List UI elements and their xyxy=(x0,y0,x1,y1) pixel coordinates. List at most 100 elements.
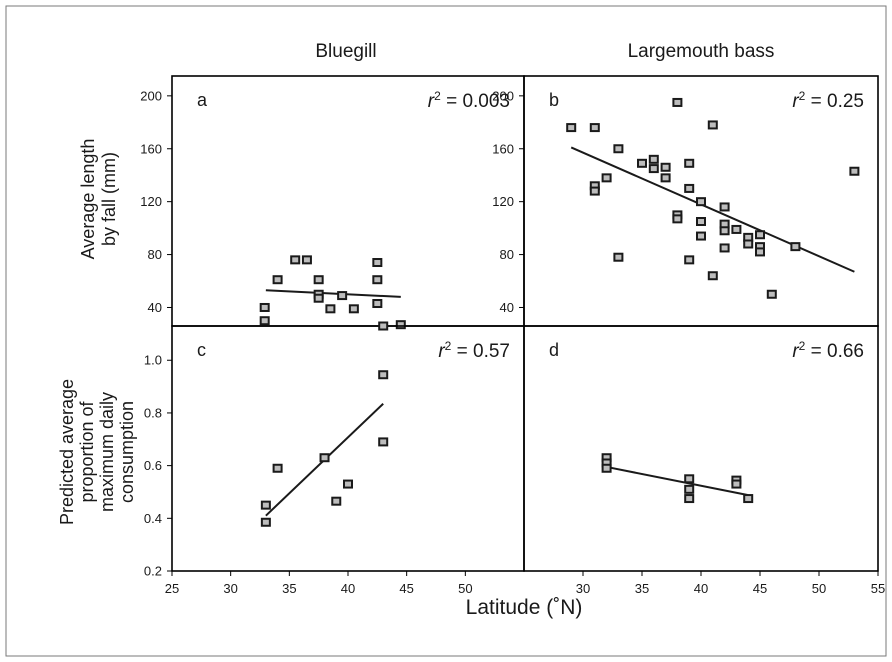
y-tick-label: 160 xyxy=(140,141,162,156)
data-point xyxy=(260,517,271,527)
x-tick-label: 25 xyxy=(165,581,179,596)
data-point xyxy=(743,494,754,504)
r-squared-label: r2 = 0.57 xyxy=(438,339,510,362)
y-tick-label: 40 xyxy=(500,300,514,315)
data-point xyxy=(684,255,695,265)
data-point xyxy=(313,275,324,285)
data-point xyxy=(696,231,706,241)
data-point xyxy=(259,302,270,312)
y-tick-label: 200 xyxy=(492,88,514,103)
x-tick-label: 50 xyxy=(458,581,472,596)
y-axis-label-bottom-line4: consumption xyxy=(117,401,137,503)
data-point xyxy=(378,370,389,380)
col-title-largemouth-bass: Largemouth bass xyxy=(628,41,775,62)
y-axis-label-bottom: Predicted average proportion of maximum … xyxy=(57,379,137,525)
data-point xyxy=(660,173,671,183)
data-point xyxy=(684,474,695,484)
data-point xyxy=(259,316,270,326)
x-tick-label: 30 xyxy=(223,581,237,596)
x-tick-label: 40 xyxy=(341,581,355,596)
data-point xyxy=(378,437,389,447)
x-tick-label: 55 xyxy=(871,581,885,596)
panel-letter: c xyxy=(197,340,206,360)
panel-letter: a xyxy=(197,90,208,110)
y-tick-label: 120 xyxy=(492,194,514,209)
data-point xyxy=(672,97,683,107)
data-point xyxy=(707,271,718,281)
data-point xyxy=(378,321,389,331)
data-point xyxy=(755,230,765,240)
y-tick-label: 120 xyxy=(140,194,162,209)
panel-frame xyxy=(171,75,525,327)
data-point xyxy=(348,304,359,314)
data-point xyxy=(743,239,754,249)
data-point xyxy=(790,242,801,252)
data-point xyxy=(601,173,612,183)
x-tick-label: 35 xyxy=(635,581,649,596)
data-point xyxy=(566,123,577,133)
data-point xyxy=(648,164,659,174)
y-tick-label: 0.6 xyxy=(144,458,162,473)
data-point xyxy=(849,166,860,176)
y-axis-label-bottom-line2: proportion of xyxy=(77,400,97,502)
regression-line xyxy=(265,289,401,298)
x-tick-label: 35 xyxy=(282,581,296,596)
data-point xyxy=(589,186,600,196)
regression-line xyxy=(606,465,749,497)
r-squared-label: r2 = 0.66 xyxy=(792,339,864,362)
data-point xyxy=(766,289,777,299)
data-point xyxy=(731,479,742,489)
data-point xyxy=(684,484,695,494)
data-point xyxy=(272,463,283,473)
y-tick-label: 0.2 xyxy=(144,564,162,579)
data-point xyxy=(331,496,342,506)
data-point xyxy=(613,144,624,154)
data-point xyxy=(672,214,683,224)
x-tick-label: 40 xyxy=(694,581,708,596)
y-tick-label: 200 xyxy=(140,88,162,103)
y-axis-label-bottom-line1: Predicted average xyxy=(57,379,77,525)
panel-a: 40 80 120 160 200 a r2 = 0.003 xyxy=(140,75,525,330)
panels: 40 80 120 160 200 a r2 = 0.003 40 80 120 160 200 b r2… xyxy=(140,75,885,596)
data-point xyxy=(337,291,348,301)
y-tick-label: 0.8 xyxy=(144,405,162,420)
data-point xyxy=(684,183,695,193)
panel-letter: b xyxy=(549,90,559,110)
x-tick-label: 50 xyxy=(812,581,826,596)
data-point xyxy=(719,202,730,212)
data-point xyxy=(301,255,312,265)
y-tick-label: 80 xyxy=(500,247,514,262)
panel-frame xyxy=(523,325,879,572)
data-point xyxy=(325,304,336,314)
panel-d: 30 35 40 45 50 55 d r2 = 0.66 xyxy=(523,325,885,596)
y-tick-label: 80 xyxy=(148,247,162,262)
data-point xyxy=(731,224,742,234)
panel-frame xyxy=(171,325,525,572)
y-tick-label: 160 xyxy=(492,141,514,156)
r-squared-label: r2 = 0.25 xyxy=(792,89,864,112)
data-point xyxy=(719,226,730,236)
x-tick-label: 45 xyxy=(753,581,767,596)
data-point xyxy=(372,258,383,268)
y-tick-label: 0.4 xyxy=(144,511,162,526)
data-point xyxy=(684,494,695,504)
data-point xyxy=(290,255,301,265)
data-point xyxy=(707,120,718,130)
data-point xyxy=(719,243,730,253)
col-title-bluegill: Bluegill xyxy=(315,41,376,62)
data-point xyxy=(696,217,706,227)
x-axis-label: Latitude (˚N) xyxy=(466,596,583,619)
y-tick-label: 1.0 xyxy=(144,353,162,368)
y-axis-label-top-line2: by fall (mm) xyxy=(99,152,119,246)
data-point xyxy=(684,158,695,168)
data-point xyxy=(313,293,324,303)
data-point xyxy=(343,479,353,489)
y-axis-label-bottom-line3: maximum daily xyxy=(97,392,117,512)
data-point xyxy=(613,252,624,262)
y-tick-label: 40 xyxy=(148,300,162,315)
data-point xyxy=(755,247,765,257)
data-point xyxy=(660,162,671,172)
x-tick-label: 45 xyxy=(399,581,413,596)
data-point xyxy=(637,158,647,168)
data-point xyxy=(372,275,383,285)
